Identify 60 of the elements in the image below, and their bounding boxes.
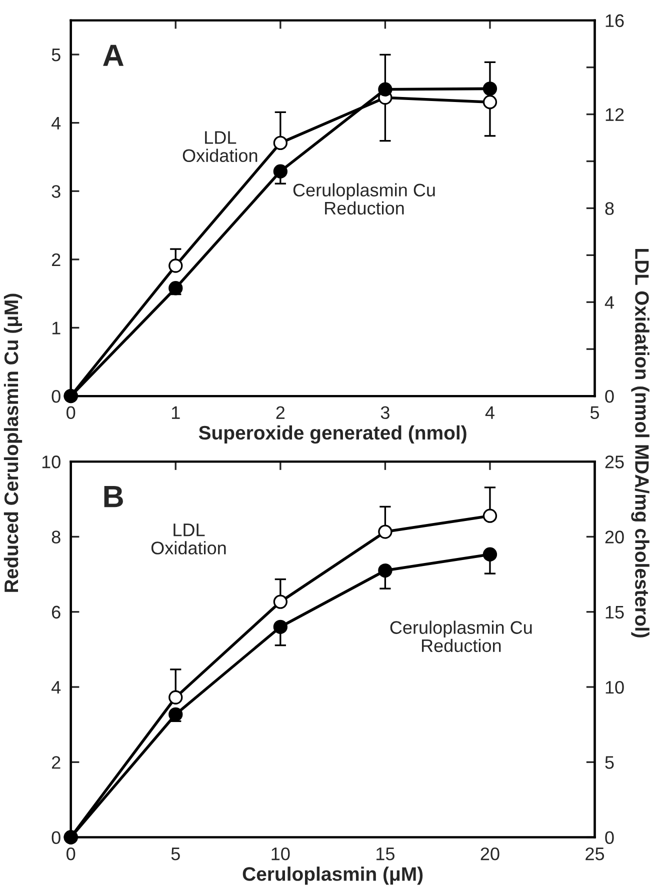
y2-tick-label: 25	[605, 456, 624, 468]
point	[273, 136, 288, 150]
point	[168, 281, 183, 296]
x-tick-label: 0	[66, 406, 76, 420]
point	[378, 82, 392, 96]
y2-tick-label: 5	[605, 756, 614, 769]
annotation: LDL Oxidation	[182, 131, 258, 162]
x-tick-label: 20	[480, 847, 500, 860]
y2-tick-label: 4	[604, 296, 614, 309]
point	[273, 594, 288, 609]
y-tick-label: 1	[52, 322, 60, 334]
annotation: A	[103, 44, 124, 66]
x-tick-label: 1	[172, 406, 180, 419]
y-tick-label: 3	[52, 185, 60, 198]
y-tick-label: 2	[52, 756, 60, 769]
point	[482, 95, 498, 110]
point	[482, 547, 498, 562]
x-tick-label: 15	[376, 848, 394, 860]
y-tick-label: 4	[52, 116, 61, 130]
y-tick-label: 8	[52, 530, 60, 544]
y-tick-label: 0	[52, 831, 60, 844]
x-tick-label: 5	[590, 406, 600, 420]
point	[482, 508, 498, 523]
y2-tick-label: 10	[606, 680, 624, 694]
point	[168, 707, 183, 722]
point	[378, 524, 392, 539]
point	[378, 563, 392, 578]
x-axis-title: Superoxide generated (nmol)	[198, 425, 466, 444]
y-tick-label: 6	[52, 606, 60, 619]
y-tick-label: 10	[42, 456, 60, 468]
point	[273, 164, 288, 178]
point	[168, 690, 183, 704]
point	[273, 620, 288, 634]
y2-tick-label: 16	[606, 14, 624, 28]
y2-tick-label: 0	[605, 831, 614, 844]
y2-axis-title: LDL Oxidation (nmol MDA/mg cholesterol)	[631, 248, 650, 638]
x-tick-label: 3	[380, 406, 390, 420]
point	[482, 82, 498, 96]
y-axis-title: Reduced Ceruloplasmin Cu (μM)	[4, 294, 22, 592]
y2-tick-label: 15	[606, 606, 624, 619]
y2-tick-label: 12	[606, 108, 624, 121]
annotation: Ceruloplasmin Cu Reduction	[293, 183, 435, 215]
annotation: B	[104, 486, 123, 508]
x-tick-label: 25	[586, 847, 604, 860]
x-tick-label: 0	[66, 847, 76, 860]
x-tick-label: 4	[485, 406, 494, 419]
x-tick-label: 2	[276, 406, 285, 419]
annotation: LDL Oxidation	[151, 524, 226, 554]
point	[168, 258, 183, 273]
annotation: Ceruloplasmin Cu Reduction	[390, 620, 532, 652]
y-tick-label: 5	[52, 48, 60, 62]
x-tick-label: 10	[272, 847, 290, 860]
y2-tick-label: 20	[605, 530, 624, 544]
y-tick-label: 0	[52, 390, 60, 403]
x-axis-title: Ceruloplasmin (μM)	[242, 866, 423, 885]
y2-tick-label: 8	[605, 202, 614, 215]
y-tick-label: 4	[52, 681, 61, 694]
y-tick-label: 2	[52, 253, 60, 266]
y2-tick-label: 0	[605, 390, 614, 403]
x-tick-label: 5	[171, 848, 180, 860]
